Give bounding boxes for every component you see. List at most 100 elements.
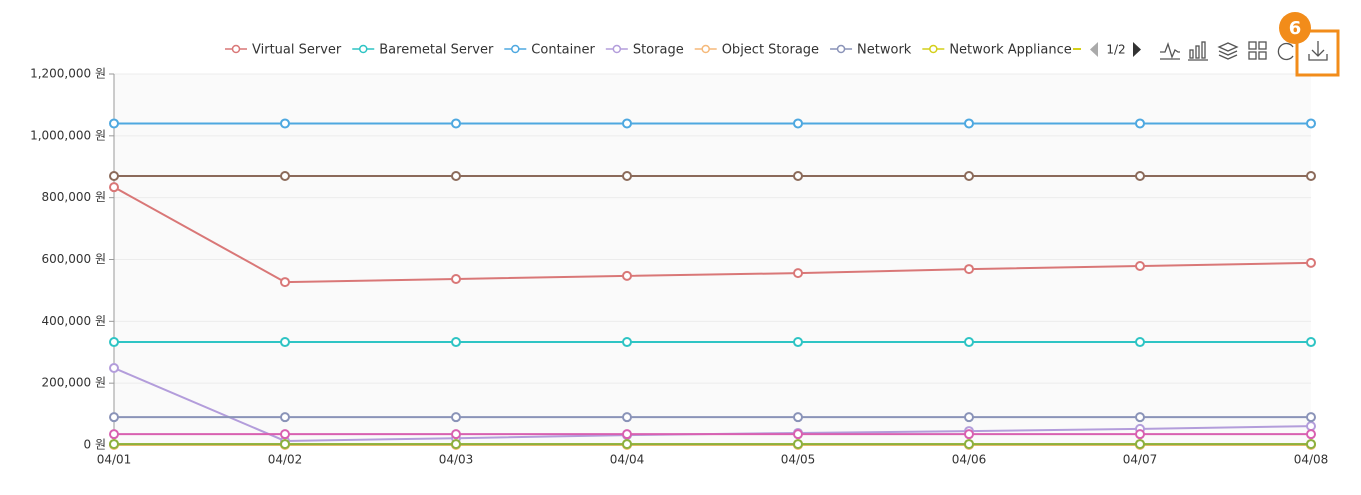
- data-point: [280, 412, 290, 423]
- data-point: [451, 171, 461, 182]
- legend-marker: [231, 44, 241, 54]
- series-line: [113, 186, 1312, 284]
- data-point: [451, 439, 461, 450]
- data-point: [793, 439, 803, 450]
- data-point: [1135, 412, 1145, 423]
- legend: Virtual Server Baremetal Server Container S…: [225, 43, 1072, 58]
- legend-marker: [359, 44, 368, 54]
- y-tick-label: 1,000,000 원: [30, 128, 106, 142]
- line-chart-icon[interactable]: [1160, 41, 1180, 60]
- data-point: [109, 439, 119, 450]
- data-point: [793, 429, 803, 440]
- y-tick-label: 800,000 원: [42, 190, 106, 204]
- data-point: [964, 171, 974, 182]
- data-point: [622, 118, 632, 129]
- x-tick-label: 04/03: [439, 453, 474, 467]
- x-tick-label: 04/01: [97, 453, 132, 467]
- data-point: [109, 429, 119, 440]
- data-point: [1135, 429, 1145, 440]
- data-point: [1306, 171, 1316, 182]
- legend-label: Network Appliance: [949, 43, 1071, 58]
- legend-marker: [511, 44, 520, 54]
- data-point: [1135, 337, 1145, 348]
- data-point: [622, 429, 632, 440]
- y-tick-label: 600,000 원: [42, 252, 106, 266]
- legend-prev[interactable]: [1090, 42, 1098, 57]
- data-point: [1135, 439, 1145, 450]
- data-point: [1135, 171, 1145, 182]
- legend-label: Container: [531, 43, 595, 58]
- legend-label: Storage: [633, 43, 684, 58]
- data-point: [280, 277, 290, 288]
- x-tick-label: 04/05: [781, 453, 816, 467]
- legend-next[interactable]: [1133, 42, 1141, 57]
- data-point: [109, 337, 119, 348]
- data-point: [280, 171, 290, 182]
- data-point: [109, 118, 119, 129]
- data-point: [451, 118, 461, 129]
- legend-marker: [701, 44, 710, 54]
- grid-icon[interactable]: [1248, 41, 1267, 60]
- legend-marker: [612, 44, 622, 54]
- badge-number: 6: [1289, 18, 1302, 39]
- download-icon[interactable]: [1308, 41, 1328, 61]
- data-point: [280, 118, 290, 129]
- y-tick-label: 200,000 원: [42, 376, 106, 390]
- data-point: [1135, 118, 1145, 129]
- data-point: [451, 337, 461, 348]
- legend-label: Virtual Server: [252, 43, 342, 58]
- x-tick-label: 04/02: [268, 453, 303, 467]
- data-point: [451, 273, 461, 284]
- data-point: [964, 439, 974, 450]
- data-point: [280, 337, 290, 348]
- legend-label: Object Storage: [722, 43, 819, 58]
- data-point: [622, 439, 632, 450]
- badge: [1279, 12, 1311, 44]
- data-point: [1306, 439, 1316, 450]
- data-point: [622, 412, 632, 423]
- data-point: [280, 439, 290, 450]
- data-point: [1135, 260, 1145, 271]
- x-tick-label: 04/06: [952, 453, 987, 467]
- data-point: [793, 268, 803, 279]
- data-point: [109, 182, 119, 193]
- x-tick-label: 04/04: [610, 453, 645, 467]
- data-point: [109, 363, 119, 374]
- data-point: [109, 171, 119, 182]
- data-point: [1306, 337, 1316, 348]
- bar-chart-icon[interactable]: [1188, 41, 1208, 61]
- data-point: [1306, 421, 1316, 432]
- data-point: [1306, 412, 1316, 423]
- data-point: [451, 412, 461, 423]
- refresh-icon[interactable]: [1277, 42, 1294, 61]
- legend-marker: [929, 44, 938, 54]
- x-tick-label: 04/08: [1294, 453, 1329, 467]
- data-point: [964, 429, 974, 440]
- y-tick-label: 1,200,000 원: [30, 67, 106, 81]
- data-point: [964, 337, 974, 348]
- x-tick-label: 04/07: [1123, 453, 1158, 467]
- data-point: [793, 171, 803, 182]
- data-point: [964, 118, 974, 129]
- data-point: [1306, 429, 1316, 440]
- data-point: [793, 337, 803, 348]
- y-tick-label: 0 원: [84, 438, 107, 452]
- highlight-box: [1295, 29, 1340, 77]
- data-point: [109, 412, 119, 423]
- data-point: [964, 264, 974, 275]
- stack-icon[interactable]: [1217, 42, 1239, 60]
- data-point: [622, 337, 632, 348]
- data-point: [793, 118, 803, 129]
- data-point: [1306, 257, 1316, 268]
- data-point: [622, 171, 632, 182]
- y-tick-label: 400,000 원: [42, 314, 106, 328]
- legend-label: Network: [857, 43, 912, 58]
- data-point: [451, 429, 461, 440]
- data-point: [793, 412, 803, 423]
- legend-label: Baremetal Server: [379, 43, 494, 58]
- data-point: [1306, 118, 1316, 129]
- data-point: [964, 412, 974, 423]
- data-point: [622, 270, 632, 281]
- data-point: [280, 429, 290, 440]
